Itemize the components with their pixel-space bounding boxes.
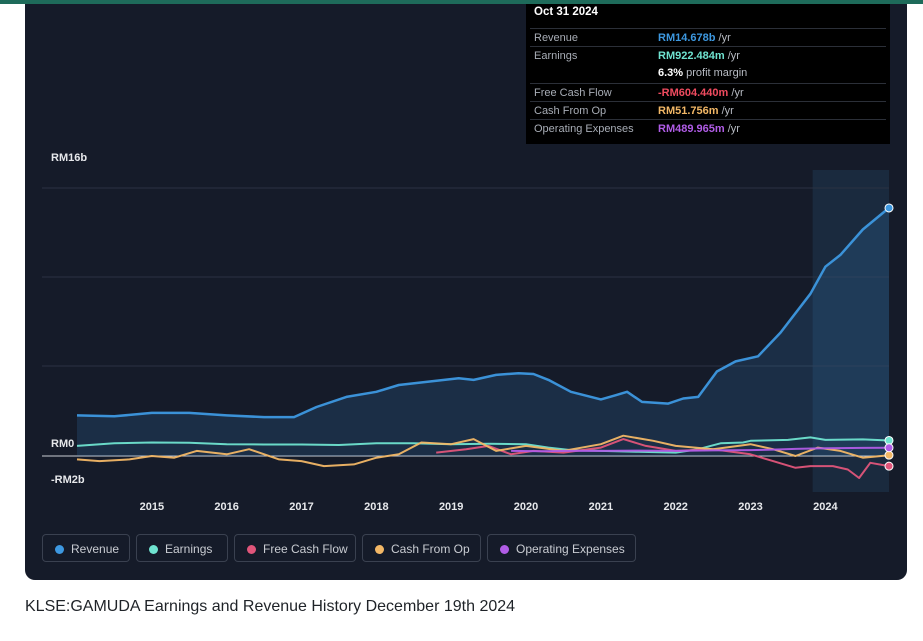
tooltip-value: 6.3% profit margin [658, 67, 748, 79]
x-axis-tick-label: 2016 [214, 501, 238, 513]
chart-canvas: RM16b RM0 -RM2b 2015 2016 2017 2018 2019 2020 202… [42, 152, 894, 513]
tooltip-row: Revenue RM14.678b /yr [530, 28, 886, 47]
revenue-area [77, 207, 889, 456]
legend-label: Cash From Op [391, 542, 470, 556]
legend-label: Revenue [71, 542, 120, 556]
highlight-region [812, 170, 889, 492]
tooltip-value: RM14.678b /yr [658, 32, 731, 44]
tooltip-value: RM922.484m /yr [658, 50, 740, 62]
operating-expenses-line [511, 446, 890, 453]
y-axis-label: -RM2b [51, 474, 85, 486]
x-axis-tick-label: 2020 [514, 501, 538, 513]
legend-item-free-cash-flow[interactable]: Free Cash Flow [234, 534, 356, 562]
legend-item-earnings[interactable]: Earnings [136, 534, 228, 562]
tooltip-label: Revenue [534, 32, 579, 44]
data-tooltip: Oct 31 2024 Revenue RM14.678b /yr Earnings… [526, 4, 890, 144]
legend-item-operating-expenses[interactable]: Operating Expenses [487, 534, 636, 562]
legend-dot-icon [55, 545, 64, 554]
y-axis-label: RM0 [51, 438, 74, 450]
tooltip-value: RM51.756m /yr [658, 105, 734, 117]
chart-card: RM16b RM0 -RM2b 2015 2016 2017 2018 2019 2020 202… [25, 4, 907, 580]
cash-from-op-line [76, 434, 890, 468]
legend-label: Free Cash Flow [263, 542, 348, 556]
legend-item-cash-from-op[interactable]: Cash From Op [362, 534, 481, 562]
x-axis-tick-label: 2024 [813, 501, 838, 513]
legend-dot-icon [500, 545, 509, 554]
x-axis-tick-label: 2017 [289, 501, 313, 513]
revenue-line [76, 206, 890, 419]
legend-dot-icon [149, 545, 158, 554]
x-axis-tick-label: 2018 [364, 501, 388, 513]
tooltip-row: Free Cash Flow -RM604.440m /yr [530, 83, 886, 102]
tooltip-row: 6.3% profit margin [530, 64, 886, 82]
x-axis-tick-label: 2021 [589, 501, 613, 513]
x-axis-tick-label: 2019 [439, 501, 463, 513]
legend-label: Earnings [165, 542, 213, 556]
tooltip-label: Earnings [534, 50, 578, 62]
tooltip-row: Cash From Op RM51.756m /yr [530, 101, 886, 120]
legend-dot-icon [375, 545, 384, 554]
y-axis-label: RM16b [51, 152, 87, 164]
earnings-line [76, 436, 890, 454]
tooltip-label: Cash From Op [534, 105, 607, 117]
revenue-end-point [884, 203, 894, 213]
tooltip-date: Oct 31 2024 [534, 6, 598, 18]
legend-dot-icon [247, 545, 256, 554]
tooltip-value: RM489.965m /yr [658, 123, 740, 135]
tooltip-row: Earnings RM922.484m /yr [530, 46, 886, 65]
chart-caption: KLSE:GAMUDA Earnings and Revenue History… [25, 598, 516, 615]
x-axis-tick-label: 2022 [663, 501, 687, 513]
free-cash-flow-end-point [884, 461, 894, 471]
x-axis-tick-label: 2015 [140, 501, 164, 513]
operating-expenses-end-point [884, 443, 894, 453]
cash-from-op-end-point [884, 450, 894, 460]
x-axis-tick-label: 2023 [738, 501, 762, 513]
tooltip-value: -RM604.440m /yr [658, 87, 744, 99]
top-accent-bar [0, 0, 923, 4]
tooltip-row: Operating Expenses RM489.965m /yr [530, 119, 886, 138]
legend-item-revenue[interactable]: Revenue [42, 534, 130, 562]
tooltip-label: Operating Expenses [534, 123, 634, 135]
legend-label: Operating Expenses [516, 542, 625, 556]
tooltip-label: Free Cash Flow [534, 87, 612, 99]
